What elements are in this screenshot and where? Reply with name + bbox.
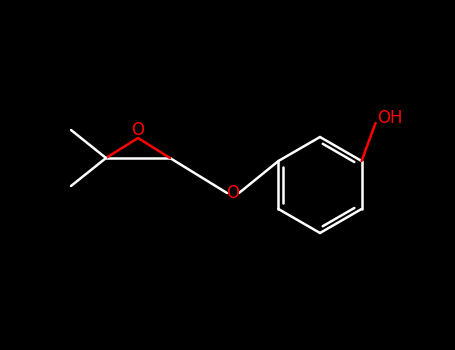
Text: OH: OH — [377, 109, 402, 127]
Text: O: O — [131, 121, 145, 139]
Text: O: O — [227, 184, 239, 202]
